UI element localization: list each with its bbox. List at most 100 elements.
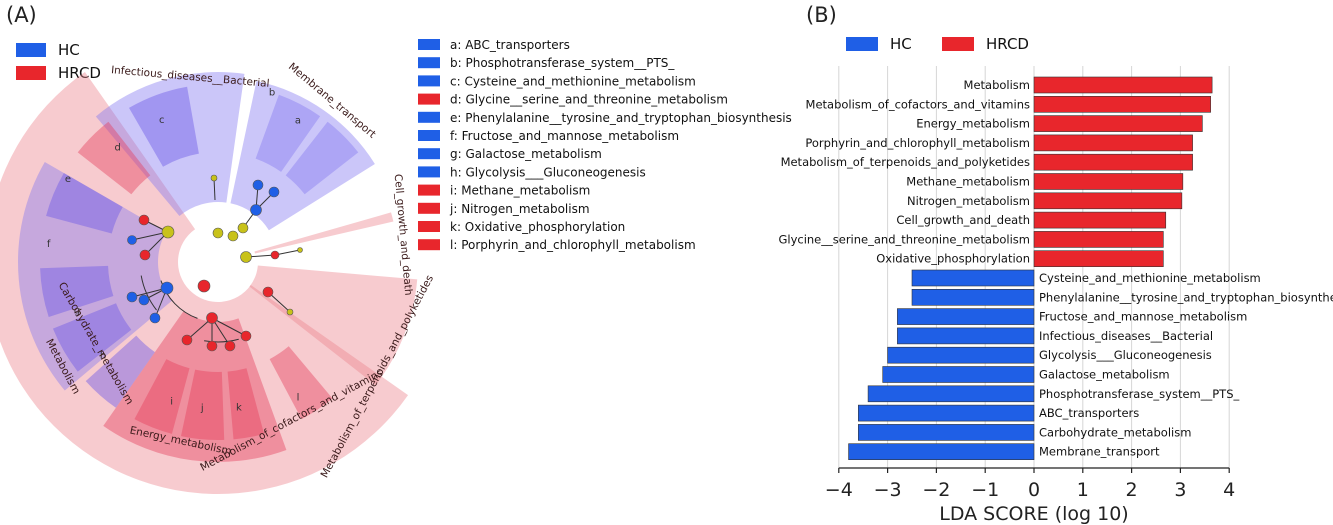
bar (1033, 96, 1211, 113)
clade-node (160, 281, 174, 295)
key-entry: l: Porphyrin_and_chlorophyll_metabolism (450, 238, 696, 252)
bar (1033, 250, 1164, 267)
bar (1033, 134, 1193, 152)
key-swatch (418, 75, 440, 87)
clade-leaf-letter: k (236, 403, 242, 414)
x-tick-label: −4 (825, 479, 853, 501)
bar (882, 366, 1035, 383)
clade-leaf-shade (134, 359, 190, 434)
clade-node (212, 227, 224, 239)
bar (1033, 192, 1183, 210)
x-tick-label: 1 (1077, 479, 1089, 501)
bar (911, 288, 1035, 306)
clade-node (138, 214, 150, 226)
bar-category-label: Glycine__serine_and_threonine_metabolism (778, 232, 1030, 246)
clade-shade-membrane-transport (230, 81, 375, 231)
bar (897, 327, 1035, 345)
x-tick-label: −1 (971, 479, 999, 501)
clade-node (268, 186, 280, 198)
x-tick-label: −2 (922, 479, 950, 501)
bar-category-label: Cysteine_and_methionine_metabolism (1039, 271, 1261, 285)
clade-node (206, 340, 218, 352)
bar-category-label: Fructose_and_mannose_metabolism (1039, 310, 1247, 324)
bar (1033, 76, 1213, 94)
clade-node (197, 279, 211, 293)
key-entry: c: Cysteine_and_methionine_metabolism (450, 74, 696, 88)
clade-leaf-shade (52, 303, 132, 372)
x-tick-label: 4 (1223, 479, 1235, 501)
clade-shade-metabolism (0, 71, 409, 494)
bar-category-label: Oxidative_phosphorylation (876, 252, 1030, 266)
bar-category-label: Membrane_transport (1039, 445, 1160, 459)
bar (1033, 211, 1167, 229)
key-entry: d: Glycine__serine_and_threonine_metabol… (450, 93, 728, 107)
legend-swatch-hrcd-b (942, 37, 974, 51)
clade-leaf-letter: e (65, 174, 71, 185)
key-entry: a: ABC_transporters (450, 38, 570, 52)
key-entry: e: Phenylalanine__tyrosine_and_tryptopha… (450, 111, 792, 125)
clade-node (227, 230, 239, 242)
x-tick-label: −3 (874, 479, 902, 501)
clade-branch (213, 177, 216, 201)
clade-node (181, 334, 193, 346)
clade-node (250, 204, 262, 216)
bar (867, 385, 1035, 403)
clade-leaf-shade (46, 173, 123, 234)
clade-node (138, 294, 150, 306)
key-entry: f: Fructose_and_mannose_metabolism (450, 129, 679, 143)
key-entry: h: Glycolysis___Gluconeogenesis (450, 165, 646, 179)
key-swatch (418, 111, 440, 123)
cladogram-key-list: a: ABC_transporters b: Phosphotransferase… (418, 38, 792, 252)
bar-category-label: Porphyrin_and_chlorophyll_metabolism (805, 136, 1030, 150)
legend-label-hrcd-b: HRCD (986, 35, 1029, 53)
bar-category-label: Metabolism_of_cofactors_and_vitamins (806, 97, 1030, 111)
key-entry: g: Galactose_metabolism (450, 147, 602, 161)
clade-leaf-letter: b (269, 88, 275, 99)
legend-swatch-hc-b (846, 37, 878, 51)
key-swatch (418, 202, 440, 214)
cladogram-core (180, 224, 256, 300)
bar-category-label: Carbohydrate_metabolism (1039, 425, 1191, 439)
clade-leaf-letter: c (159, 115, 165, 126)
bar (887, 346, 1035, 364)
clade-leaf-letter: l (297, 393, 300, 404)
key-swatch (418, 57, 440, 69)
bar-category-label: Nitrogen_metabolism (907, 194, 1030, 208)
clade-branch-arc (140, 275, 157, 311)
bar-category-label: Phenylalanine__tyrosine_and_tryptophan_b… (1039, 290, 1333, 304)
clade-leaf-shade (85, 335, 155, 408)
bar-category-label: Methane_metabolism (906, 175, 1030, 189)
x-tick-label: 3 (1174, 479, 1186, 501)
clade-node (286, 308, 294, 316)
key-entry: i: Methane_metabolism (450, 184, 590, 198)
clade-shade-carbohydrate (17, 162, 173, 391)
clade-leaf-letter: i (170, 397, 173, 408)
key-swatch (418, 39, 440, 50)
bar (858, 424, 1035, 441)
bar-category-label: Energy_metabolism (916, 117, 1030, 131)
clade-shade-energy (103, 311, 287, 462)
clade-leaf-letter: d (114, 143, 120, 154)
clade-branch (211, 317, 247, 337)
bar-category-label: ABC_transporters (1039, 406, 1139, 420)
clade-shade-infectious-diseases (95, 72, 245, 217)
bar (848, 443, 1035, 461)
clade-leaf-letter: f (47, 239, 51, 250)
bar-category-label: Cell_growth_and_death (896, 213, 1030, 227)
clade-node (149, 312, 161, 324)
clade-node (224, 340, 236, 352)
bar (897, 308, 1035, 325)
clade-leaf-shade (269, 346, 333, 420)
bar-category-label: Galactose_metabolism (1039, 368, 1170, 382)
key-entry: b: Phosphotransferase_system__PTS_ (450, 56, 675, 70)
legend-label-hc: HC (58, 41, 80, 59)
clade-node (161, 225, 175, 239)
legend-swatch-hrcd (16, 66, 46, 80)
x-tick-label: 0 (1028, 479, 1040, 501)
clade-node (262, 286, 274, 298)
clade-leaf-letter: g (74, 305, 80, 316)
panel-a-label: (A) (6, 3, 37, 27)
x-tick-label: 2 (1126, 479, 1138, 501)
